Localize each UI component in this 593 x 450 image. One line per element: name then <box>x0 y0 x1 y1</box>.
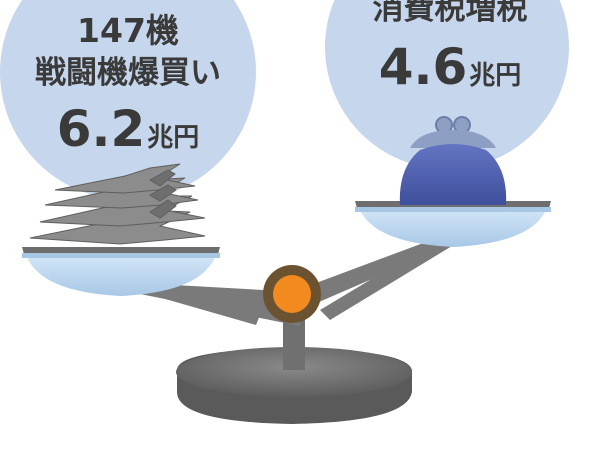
right-amount-unit: 兆円 <box>469 61 522 91</box>
right-amount-label: 4.6兆円 <box>330 42 570 92</box>
left-item-label: 戦闘機爆買い <box>35 55 221 91</box>
left-label-circle <box>0 0 256 200</box>
right-amount-value: 4.6 <box>378 38 468 96</box>
right-hanger <box>320 238 452 320</box>
coin-purse-icon <box>399 116 507 205</box>
right-pan <box>355 201 551 247</box>
scale-beam-right <box>292 233 450 312</box>
left-amount-label: 6.2兆円 <box>8 104 248 154</box>
left-amount-value: 6.2 <box>56 100 146 158</box>
pivot-center <box>273 275 311 313</box>
right-label-circle <box>325 0 569 169</box>
left-count-label: 147機 <box>77 11 179 50</box>
right-title-label: 消費税増税 <box>372 0 528 27</box>
left-pan <box>22 247 220 296</box>
left-amount-unit: 兆円 <box>147 123 200 153</box>
scale-base <box>176 347 412 424</box>
fighter-jets-icon <box>29 163 206 245</box>
